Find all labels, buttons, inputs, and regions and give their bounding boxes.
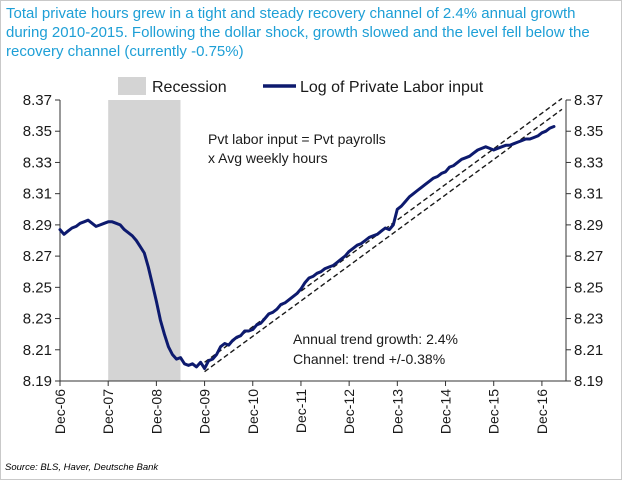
source-note: Source: BLS, Haver, Deutsche Bank <box>5 462 159 473</box>
y-tick-label-left: 8.19 <box>23 373 52 390</box>
trend-note-line-1: Annual trend growth: 2.4% <box>293 331 458 347</box>
x-tick-label: Dec-07 <box>100 389 116 434</box>
y-tick-label-right: 8.27 <box>574 248 603 265</box>
x-tick-label: Dec-16 <box>534 389 550 434</box>
y-tick-label-right: 8.35 <box>574 123 603 140</box>
recession-band <box>108 100 181 381</box>
y-tick-label-left: 8.23 <box>23 311 52 328</box>
axes-layer: 8.19 8.19 8.21 8.21 8.23 8.23 8.25 8.25 8.27 8.27… <box>23 92 603 434</box>
chart-headline: Total private hours grew in a tight and … <box>6 5 590 60</box>
legend-recession-label: Recession <box>152 79 227 96</box>
x-tick-label: Dec-09 <box>197 389 213 434</box>
x-tick-label: Dec-13 <box>389 389 405 434</box>
series-line-private-labor-input <box>58 125 556 370</box>
y-tick-label-right: 8.21 <box>574 342 603 359</box>
y-tick-label-left: 8.35 <box>23 123 52 140</box>
x-tick-label: Dec-11 <box>293 389 309 433</box>
definition-line-1: Pvt labor input = Pvt payrolls <box>208 131 386 147</box>
x-tick-label: Dec-14 <box>438 389 454 434</box>
legend-recession-swatch <box>118 77 146 95</box>
recession-layer <box>108 100 181 381</box>
trend-note-line-2: Channel: trend +/-0.38% <box>293 351 445 367</box>
x-tick-label: Dec-15 <box>486 389 502 434</box>
x-tick-label: Dec-12 <box>341 389 357 434</box>
y-tick-label-right: 8.31 <box>574 186 603 203</box>
annotations: Pvt labor input = Pvt payrolls x Avg wee… <box>208 131 458 367</box>
y-tick-label-left: 8.25 <box>23 279 52 296</box>
y-tick-label-left: 8.33 <box>23 154 52 171</box>
series-layer <box>58 125 556 370</box>
chart-frame <box>0 0 622 480</box>
y-tick-label-right: 8.29 <box>574 217 603 234</box>
y-tick-label-left: 8.31 <box>23 186 52 203</box>
x-tick-label: Dec-10 <box>245 389 261 434</box>
y-tick-label-right: 8.25 <box>574 279 603 296</box>
y-tick-label-right: 8.33 <box>574 154 603 171</box>
y-tick-label-left: 8.27 <box>23 248 52 265</box>
y-tick-label-right: 8.23 <box>574 311 603 328</box>
y-tick-label-right: 8.19 <box>574 373 603 390</box>
trend-channel-lower <box>204 108 563 373</box>
y-tick-label-left: 8.21 <box>23 342 52 359</box>
definition-line-2: x Avg weekly hours <box>208 150 328 166</box>
legend: Recession Log of Private Labor input <box>118 77 484 96</box>
legend-series-label: Log of Private Labor input <box>300 79 484 96</box>
y-tick-label-right: 8.37 <box>574 92 603 109</box>
x-tick-label: Dec-06 <box>52 389 68 434</box>
y-tick-label-left: 8.29 <box>23 217 52 234</box>
y-tick-label-left: 8.37 <box>23 92 52 109</box>
x-tick-label: Dec-08 <box>148 389 164 434</box>
